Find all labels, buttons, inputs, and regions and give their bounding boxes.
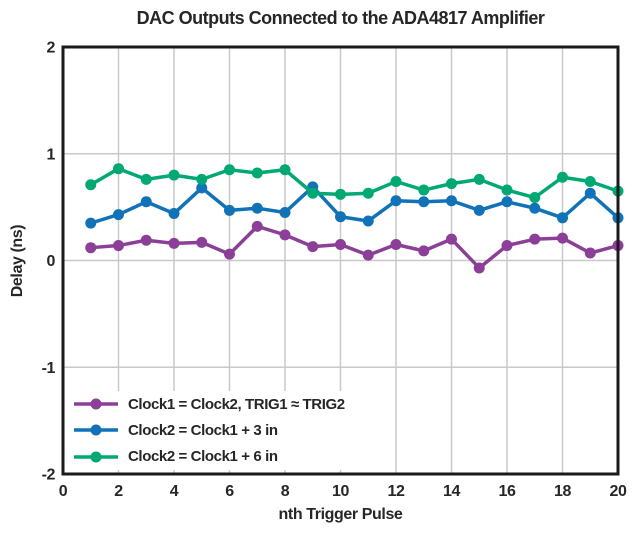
svg-text:0: 0: [59, 483, 68, 500]
svg-text:-1: -1: [42, 360, 56, 377]
legend-line-marker-purple: [74, 398, 118, 410]
plot-frame: [61, 45, 620, 476]
svg-text:2: 2: [47, 40, 56, 57]
legend-label: Clock2 = Clock1 + 3 in: [128, 421, 278, 439]
x-tick-labels: 0 2 4 6 8 10 12 14 16 18 20: [59, 483, 628, 500]
x-axis-label: nth Trigger Pulse: [278, 506, 403, 523]
y-tick-labels: 2 1 0 -1 -2: [42, 40, 56, 484]
svg-text:14: 14: [443, 483, 460, 500]
svg-text:20: 20: [610, 483, 627, 500]
svg-text:0: 0: [47, 253, 56, 270]
svg-text:16: 16: [499, 483, 516, 500]
legend-item-clock1-equals-clock2: Clock1 = Clock2, TRIG1 ≈ TRIG2: [66, 392, 352, 416]
chart-title: DAC Outputs Connected to the ADA4817 Amp…: [136, 8, 545, 28]
series-2: [85, 163, 624, 204]
legend-item-clock2-plus-6in: Clock2 = Clock1 + 6 in: [66, 445, 352, 469]
svg-text:6: 6: [225, 483, 234, 500]
legend-label: Clock1 = Clock2, TRIG1 ≈ TRIG2: [128, 395, 345, 413]
svg-text:2: 2: [114, 483, 123, 500]
svg-text:4: 4: [170, 483, 179, 500]
svg-text:12: 12: [388, 483, 405, 500]
legend-label: Clock2 = Clock1 + 6 in: [128, 448, 278, 466]
legend-item-clock2-plus-3in: Clock2 = Clock1 + 3 in: [66, 418, 352, 442]
svg-text:18: 18: [554, 483, 571, 500]
svg-text:10: 10: [332, 483, 349, 500]
legend-line-marker-blue: [74, 424, 118, 436]
legend-line-marker-green: [74, 451, 118, 463]
legend: Clock1 = Clock2, TRIG1 ≈ TRIG2 Clock2 = …: [66, 391, 352, 470]
svg-text:-2: -2: [42, 467, 56, 484]
svg-text:8: 8: [281, 483, 290, 500]
svg-text:1: 1: [47, 146, 56, 163]
series-1: [85, 181, 624, 229]
series-0: [85, 220, 624, 274]
